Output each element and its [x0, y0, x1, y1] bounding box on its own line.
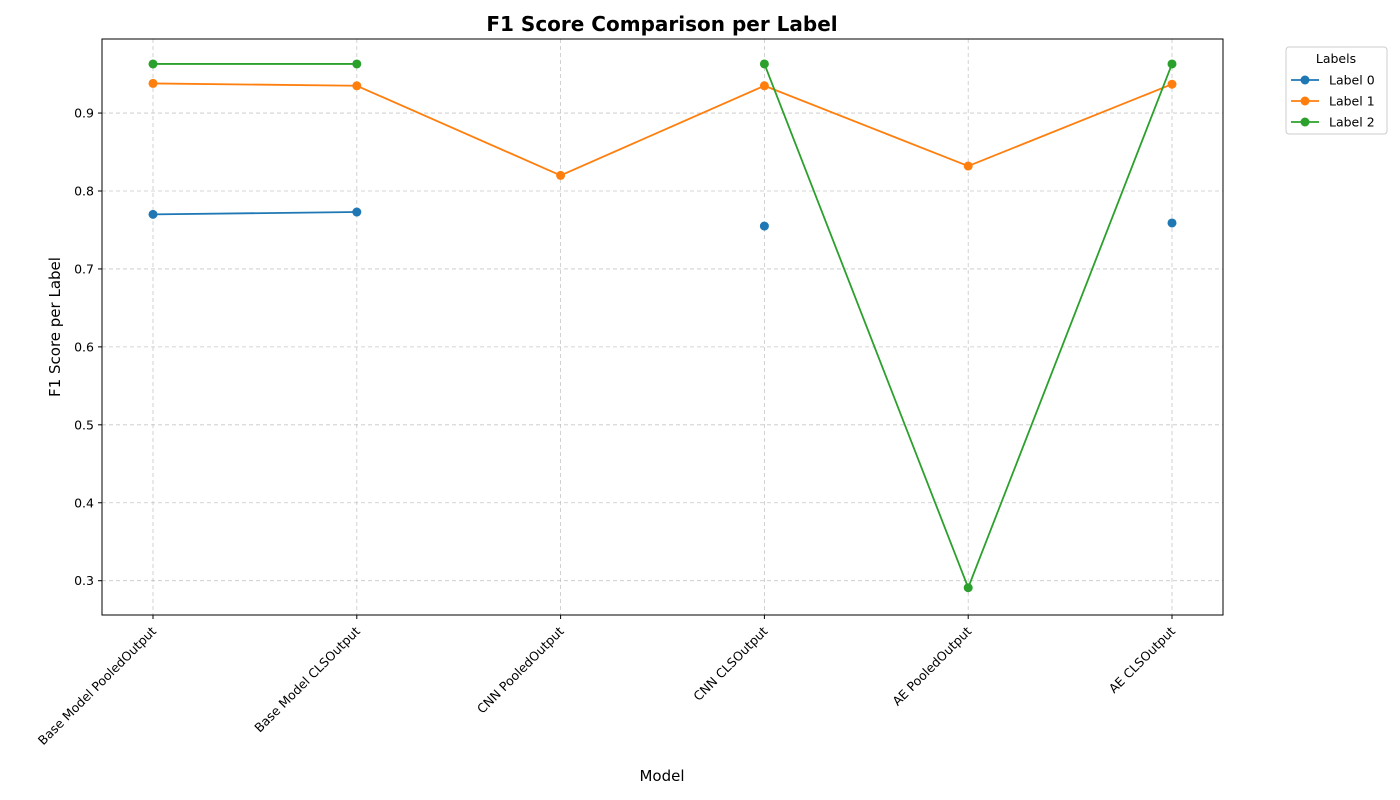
grid	[102, 39, 1223, 615]
data-point-label-2	[963, 583, 973, 593]
plot-frame	[101, 38, 1224, 616]
y-tick-label: 0.8	[74, 183, 94, 198]
data-point-label-1	[1167, 79, 1177, 89]
y-tick-label: 0.4	[74, 495, 94, 510]
data-point-label-0	[1167, 218, 1177, 228]
data-point-label-0	[352, 207, 362, 217]
legend-label: Label 2	[1329, 115, 1375, 130]
data-point-label-1	[556, 170, 566, 180]
series-layer	[148, 59, 1177, 593]
data-point-label-2	[759, 59, 769, 69]
series-line-label-0	[152, 211, 357, 216]
y-tick-label: 0.7	[74, 261, 94, 276]
legend: Labels Label 0 Label 1 Label 2	[1285, 46, 1388, 135]
legend-title: Labels	[1316, 51, 1356, 66]
data-point-label-2	[1167, 59, 1177, 69]
chart-title: F1 Score Comparison per Label	[486, 12, 837, 36]
y-tick-label: 0.9	[74, 106, 94, 121]
series-line-label-1	[152, 82, 1173, 177]
data-point-label-1	[963, 161, 973, 171]
y-tick-label: 0.3	[74, 573, 94, 588]
data-point-label-2	[352, 59, 362, 69]
data-point-label-1	[148, 78, 158, 88]
legend-label: Label 1	[1329, 94, 1375, 109]
legend-marker	[1300, 96, 1310, 106]
legend-frame	[1285, 46, 1388, 135]
legend-marker	[1300, 117, 1310, 127]
data-point-label-0	[759, 221, 769, 231]
x-axis-label: Model	[639, 767, 684, 785]
legend-label: Label 0	[1329, 73, 1375, 88]
data-point-label-2	[148, 59, 158, 69]
legend-marker	[1300, 75, 1310, 85]
data-point-label-0	[148, 209, 158, 219]
y-tick-label: 0.6	[74, 339, 94, 354]
y-tick-label: 0.5	[74, 417, 94, 432]
y-axis-label: F1 Score per Label	[46, 257, 64, 397]
data-point-label-1	[352, 81, 362, 91]
data-point-label-1	[759, 81, 769, 91]
